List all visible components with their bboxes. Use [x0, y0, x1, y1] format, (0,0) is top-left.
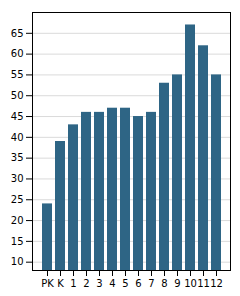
- svg-text:35: 35: [11, 152, 24, 163]
- svg-text:55: 55: [11, 69, 24, 80]
- svg-text:4: 4: [109, 278, 115, 289]
- svg-text:30: 30: [11, 173, 24, 184]
- svg-text:10: 10: [11, 256, 24, 267]
- svg-text:60: 60: [11, 48, 24, 59]
- svg-text:40: 40: [11, 132, 24, 143]
- svg-text:20: 20: [11, 215, 24, 226]
- svg-text:9: 9: [174, 278, 180, 289]
- svg-text:PK: PK: [41, 278, 54, 289]
- svg-text:15: 15: [11, 236, 24, 247]
- svg-text:11: 11: [197, 278, 210, 289]
- svg-text:6: 6: [135, 278, 141, 289]
- svg-text:2: 2: [83, 278, 89, 289]
- svg-text:8: 8: [161, 278, 167, 289]
- svg-text:25: 25: [11, 194, 24, 205]
- svg-text:45: 45: [11, 111, 24, 122]
- svg-text:5: 5: [122, 278, 128, 289]
- svg-text:65: 65: [11, 28, 24, 39]
- svg-text:7: 7: [148, 278, 154, 289]
- svg-text:10: 10: [184, 278, 197, 289]
- svg-text:3: 3: [96, 278, 102, 289]
- svg-text:K: K: [57, 278, 64, 289]
- svg-text:12: 12: [210, 278, 223, 289]
- svg-text:1: 1: [70, 278, 76, 289]
- svg-text:50: 50: [11, 90, 24, 101]
